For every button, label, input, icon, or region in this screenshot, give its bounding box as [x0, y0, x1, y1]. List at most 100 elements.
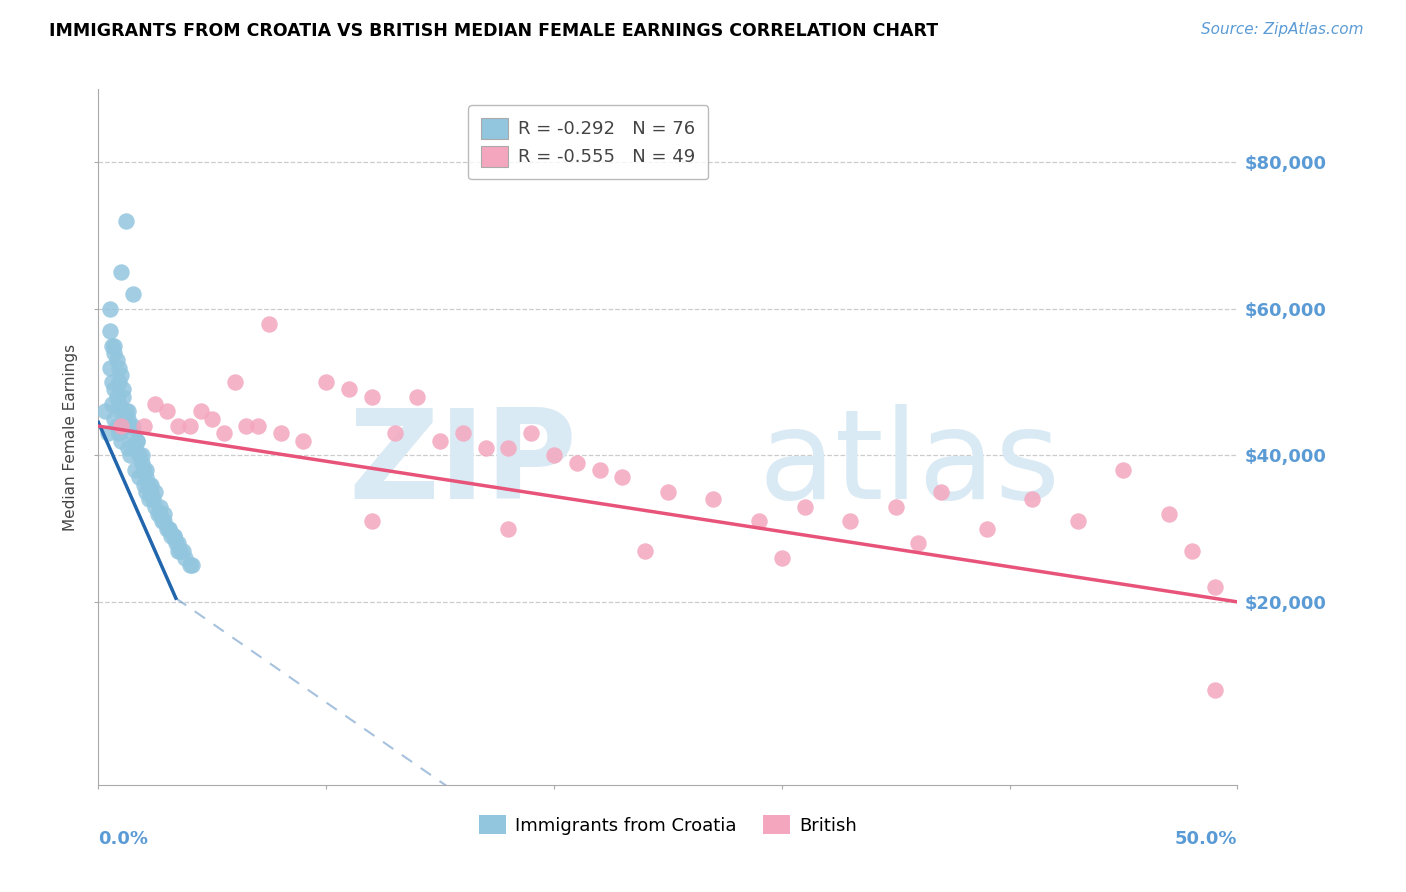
Point — [451, 426, 474, 441]
Point — [127, 434, 149, 448]
Point — [162, 529, 184, 543]
Point — [1021, 492, 1043, 507]
Point — [1204, 682, 1226, 697]
Point — [406, 390, 429, 404]
Point — [117, 411, 139, 425]
Point — [145, 500, 167, 514]
Point — [543, 449, 565, 463]
Point — [165, 536, 187, 550]
Point — [117, 441, 139, 455]
Point — [162, 529, 184, 543]
Point — [201, 411, 224, 425]
Point — [128, 449, 150, 463]
Point — [138, 477, 160, 491]
Point — [1112, 463, 1135, 477]
Point — [180, 558, 202, 573]
Point — [142, 492, 165, 507]
Point — [139, 485, 162, 500]
Point — [235, 419, 257, 434]
Point — [1181, 543, 1204, 558]
Point — [167, 543, 190, 558]
Point — [108, 397, 131, 411]
Point — [612, 470, 634, 484]
Text: Source: ZipAtlas.com: Source: ZipAtlas.com — [1201, 22, 1364, 37]
Point — [108, 360, 131, 375]
Point — [135, 485, 157, 500]
Point — [145, 485, 167, 500]
Point — [110, 434, 132, 448]
Point — [135, 463, 157, 477]
Y-axis label: Median Female Earnings: Median Female Earnings — [63, 343, 79, 531]
Point — [101, 397, 124, 411]
Point — [520, 426, 543, 441]
Point — [103, 411, 125, 425]
Point — [131, 449, 153, 463]
Point — [1067, 514, 1090, 528]
Point — [98, 301, 121, 316]
Point — [149, 500, 172, 514]
Point — [179, 419, 201, 434]
Text: ZIP: ZIP — [349, 404, 576, 525]
Point — [110, 419, 132, 434]
Point — [112, 383, 135, 397]
Point — [135, 470, 157, 484]
Point — [108, 426, 131, 441]
Point — [96, 426, 118, 441]
Point — [156, 404, 179, 418]
Point — [117, 404, 139, 418]
Point — [108, 375, 131, 389]
Point — [157, 522, 180, 536]
Point — [702, 492, 724, 507]
Point — [1157, 507, 1180, 521]
Point — [384, 426, 406, 441]
Legend: Immigrants from Croatia, British: Immigrants from Croatia, British — [471, 808, 865, 842]
Point — [160, 529, 183, 543]
Point — [839, 514, 862, 528]
Point — [429, 434, 451, 448]
Point — [167, 536, 190, 550]
Point — [212, 426, 235, 441]
Point — [179, 558, 201, 573]
Point — [167, 419, 190, 434]
Point — [150, 514, 173, 528]
Point — [112, 390, 135, 404]
Point — [103, 346, 125, 360]
Text: 50.0%: 50.0% — [1175, 830, 1237, 848]
Point — [929, 485, 952, 500]
Point — [657, 485, 679, 500]
Point — [114, 214, 136, 228]
Point — [110, 265, 132, 279]
Point — [110, 368, 132, 382]
Point — [907, 536, 929, 550]
Point — [190, 404, 212, 418]
Point — [498, 522, 520, 536]
Point — [138, 492, 160, 507]
Text: IMMIGRANTS FROM CROATIA VS BRITISH MEDIAN FEMALE EARNINGS CORRELATION CHART: IMMIGRANTS FROM CROATIA VS BRITISH MEDIA… — [49, 22, 938, 40]
Point — [149, 507, 172, 521]
Point — [1204, 580, 1226, 594]
Point — [793, 500, 815, 514]
Point — [131, 456, 153, 470]
Point — [292, 434, 315, 448]
Point — [128, 470, 150, 484]
Point — [132, 463, 155, 477]
Point — [120, 449, 142, 463]
Point — [360, 390, 382, 404]
Point — [976, 522, 998, 536]
Point — [172, 543, 194, 558]
Point — [270, 426, 292, 441]
Point — [132, 419, 155, 434]
Point — [132, 477, 155, 491]
Text: 0.0%: 0.0% — [98, 830, 149, 848]
Point — [153, 507, 176, 521]
Point — [101, 338, 124, 352]
Point — [114, 404, 136, 418]
Point — [315, 375, 337, 389]
Point — [103, 383, 125, 397]
Point — [98, 324, 121, 338]
Point — [103, 338, 125, 352]
Point — [105, 353, 128, 368]
Point — [120, 419, 142, 434]
Point — [884, 500, 907, 514]
Point — [360, 514, 382, 528]
